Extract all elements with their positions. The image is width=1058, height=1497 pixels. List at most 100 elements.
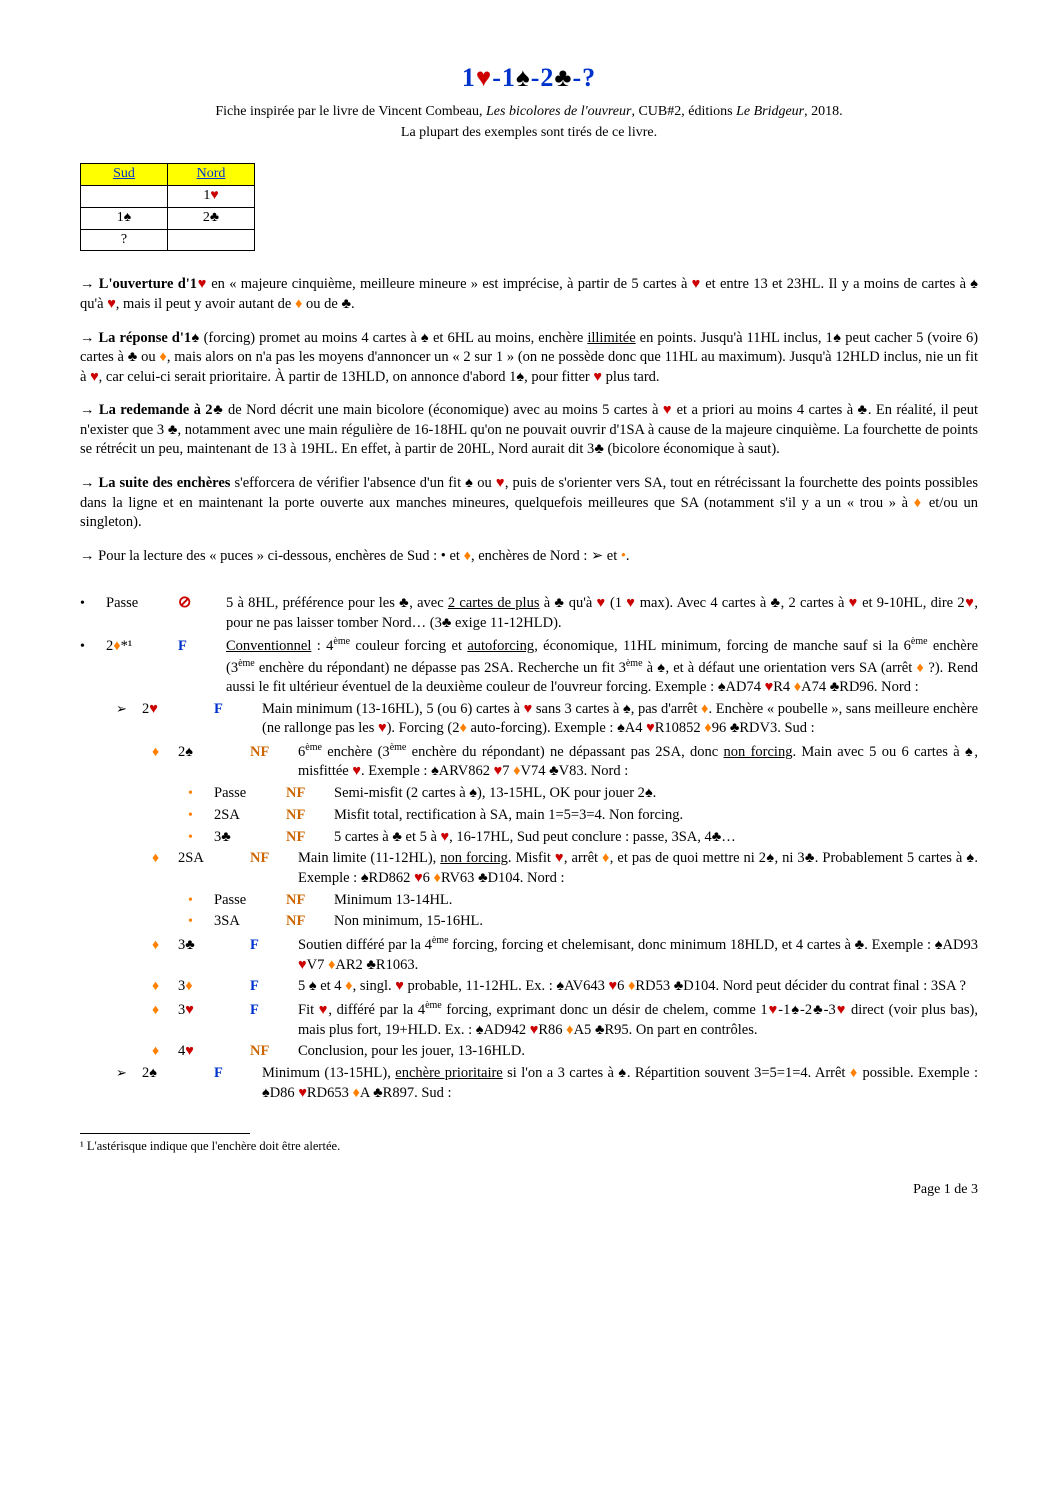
bullet-icon [152,1002,178,1021]
bullet-icon [116,700,142,720]
page-title: 1♥-1♠-2♣-? [80,60,978,95]
bid-item: 2♦*¹FConventionnel : 4ème couleur forcin… [80,635,978,697]
intro-para-5: → Pour la lecture des « puces » ci-desso… [80,547,978,567]
bid-label: 3♥ [178,1001,250,1021]
bullet-icon [152,744,178,763]
bid-label: 2♠ [142,1064,214,1084]
bidtable-cell: ? [81,229,168,251]
bid-item: 4♥NFConclusion, pour les jouer, 13-16HLD… [152,1042,978,1062]
forcing-mark: F [214,700,262,720]
bid-description: Minimum 13-14HL. [334,891,978,911]
bullet-icon [152,1043,178,1062]
forcing-mark: ⊘ [178,592,226,614]
bidtable-cell: 1♥ [168,185,255,207]
bid-description: Main limite (11-12HL), non forcing. Misf… [298,849,978,888]
footnote: ¹ L'astérisque indique que l'enchère doi… [80,1138,978,1155]
bid-item: PasseNFMinimum 13-14HL. [188,891,978,911]
bid-item: PasseNFSemi-misfit (2 cartes à ♠), 13-15… [188,784,978,804]
bid-label: 2SA [178,849,250,869]
intro-para-1: → L'ouverture d'1♥ en « majeure cinquièm… [80,275,978,314]
title-seq: 1 [462,63,476,92]
bid-label: 4♥ [178,1042,250,1062]
bullet-icon [152,937,178,956]
forcing-mark: F [250,977,298,997]
bid-item: 2SANFMain limite (11-12HL), non forcing.… [152,849,978,888]
bid-item: 2♠NF6ème enchère (3ème enchère du répond… [152,741,978,782]
bid-item: Passe⊘5 à 8HL, préférence pour les ♣, av… [80,592,978,633]
bid-label: Passe [106,594,178,614]
bid-description: Misfit total, rectification à SA, main 1… [334,806,978,826]
bid-item: 3♣FSoutien différé par la 4ème forcing, … [152,934,978,975]
bid-description: 5 ♠ et 4 ♦, singl. ♥ probable, 11-12HL. … [298,977,978,997]
forcing-mark: NF [286,912,334,932]
bullet-icon [188,807,214,826]
bullet-icon [116,1064,142,1084]
bullet-icon [152,850,178,869]
bidding-table: Sud Nord 1♥ 1♠2♣ ? [80,163,255,252]
bid-label: 3♣ [178,936,250,956]
bid-label: 2♦*¹ [106,637,178,657]
bullet-icon [188,892,214,911]
forcing-mark: NF [250,849,298,869]
bullet-icon [80,595,106,614]
bid-item: 3♦F5 ♠ et 4 ♦, singl. ♥ probable, 11-12H… [152,977,978,997]
bid-label: 2SA [214,806,286,826]
forcing-mark: F [250,936,298,956]
subtitle-line-1: Fiche inspirée par le livre de Vincent C… [80,103,978,122]
forcing-mark: NF [286,828,334,848]
bid-description: Non minimum, 15-16HL. [334,912,978,932]
bid-description: 5 cartes à ♣ et 5 à ♥, 16-17HL, Sud peut… [334,828,978,848]
bid-item: 2♥FMain minimum (13-16HL), 5 (ou 6) cart… [116,700,978,739]
page-number: Page 1 de 3 [80,1181,978,1200]
bullet-icon [152,978,178,997]
bid-label: 2♥ [142,700,214,720]
bidtable-cell: 2♣ [168,207,255,229]
bidtable-cell [81,185,168,207]
bid-description: Minimum (13-15HL), enchère prioritaire s… [262,1064,978,1103]
intro-para-3: → La redemande à 2♣ de Nord décrit une m… [80,401,978,460]
bid-label: 3♦ [178,977,250,997]
bid-description: 6ème enchère (3ème enchère du répondant)… [298,741,978,782]
spade-icon: ♠ [516,63,531,92]
bullet-icon [188,913,214,932]
bid-label: Passe [214,784,286,804]
footnote-separator [80,1133,250,1134]
forcing-mark: NF [286,891,334,911]
bidtable-header-sud: Sud [81,163,168,185]
bid-description: Semi-misfit (2 cartes à ♠), 13-15HL, OK … [334,784,978,804]
club-icon: ♣ [554,63,572,92]
bid-label: 2♠ [178,743,250,763]
heart-icon: ♥ [476,63,492,92]
subtitle-line-2: La plupart des exemples sont tirés de ce… [80,124,978,143]
bidding-items: Passe⊘5 à 8HL, préférence pour les ♣, av… [80,592,978,1103]
bullet-icon [188,785,214,804]
forcing-mark: F [178,637,226,657]
forcing-mark: NF [250,1042,298,1062]
bid-label: 3♣ [214,828,286,848]
bid-description: Conventionnel : 4ème couleur forcing et … [226,635,978,697]
bid-item: 2♠FMinimum (13-15HL), enchère prioritair… [116,1064,978,1103]
bid-description: Main minimum (13-16HL), 5 (ou 6) cartes … [262,700,978,739]
bid-description: Conclusion, pour les jouer, 13-16HLD. [298,1042,978,1062]
intro-para-4: → La suite des enchères s'efforcera de v… [80,474,978,533]
bid-item: 3SANFNon minimum, 15-16HL. [188,912,978,932]
bid-description: 5 à 8HL, préférence pour les ♣, avec 2 c… [226,594,978,633]
bid-description: Fit ♥, différé par la 4ème forcing, expr… [298,999,978,1040]
intro-para-2: → La réponse d'1♠ (forcing) promet au mo… [80,329,978,388]
bullet-icon [188,829,214,848]
forcing-mark: F [250,1001,298,1021]
bid-item: 2SANFMisfit total, rectification à SA, m… [188,806,978,826]
bullet-icon [80,638,106,657]
forcing-mark: NF [286,784,334,804]
forcing-mark: NF [286,806,334,826]
forcing-mark: NF [250,743,298,763]
bid-item: 3♣NF5 cartes à ♣ et 5 à ♥, 16-17HL, Sud … [188,828,978,848]
bidtable-cell [168,229,255,251]
bidtable-cell: 1♠ [81,207,168,229]
bid-label: 3SA [214,912,286,932]
bid-description: Soutien différé par la 4ème forcing, for… [298,934,978,975]
forcing-mark: F [214,1064,262,1084]
bid-label: Passe [214,891,286,911]
bid-item: 3♥FFit ♥, différé par la 4ème forcing, e… [152,999,978,1040]
bidtable-header-nord: Nord [168,163,255,185]
